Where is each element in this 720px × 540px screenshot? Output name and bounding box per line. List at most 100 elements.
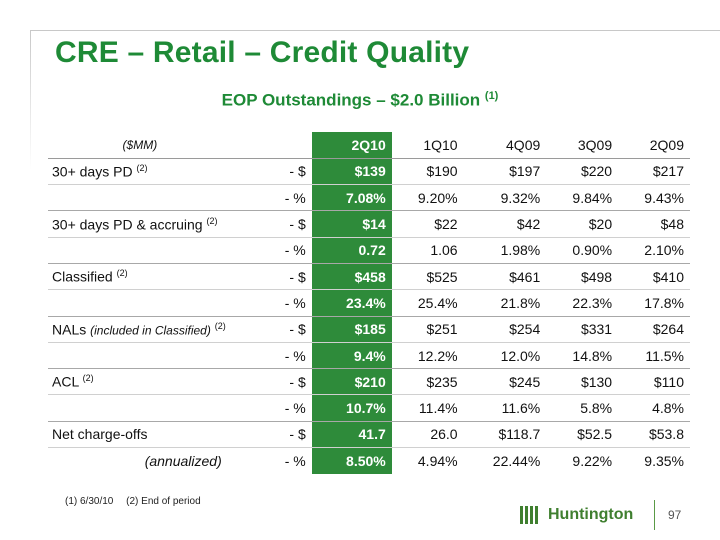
table-cell: 10.7% (311, 394, 392, 422)
credit-quality-table: ($MM) 2Q10 1Q10 4Q09 3Q09 2Q09 30+ days … (48, 132, 690, 474)
row-unit: - % (231, 342, 312, 370)
row-unit: - % (231, 184, 312, 212)
table-cell: $498 (546, 263, 619, 291)
table-cell: 0.90% (546, 237, 619, 264)
table-cell: $42 (463, 210, 547, 238)
table-cell: 25.4% (391, 289, 464, 317)
table-cell: 17.8% (618, 289, 690, 317)
row-label: 30+ days PD & accruing (2) (48, 210, 232, 238)
table-cell: $210 (311, 368, 392, 396)
row-unit: - $ (231, 158, 312, 186)
table-cell: 4.94% (417, 452, 458, 469)
table-cell: 9.43% (618, 184, 690, 212)
page-number: 97 (668, 508, 682, 522)
row-label (48, 289, 232, 317)
row-unit: - % (231, 237, 312, 264)
logo-text: Huntington (548, 506, 634, 523)
table-cell: 4.8% (618, 394, 690, 422)
table-cell: 12.2% (391, 342, 464, 370)
huntington-logo-icon (520, 504, 542, 526)
subtitle-note: (1) (484, 90, 499, 102)
row-label (48, 184, 232, 212)
column-header: 4Q09 (463, 132, 547, 159)
table-cell: $220 (546, 158, 619, 186)
table-cell: 8.50% (311, 447, 392, 474)
table-cell: $110 (618, 368, 690, 396)
row-label-text: ACL (52, 374, 79, 391)
units-label: ($MM) (48, 132, 232, 159)
table-cell: 14.8% (546, 342, 619, 370)
table-cell: $22 (391, 210, 464, 238)
column-header: 1Q10 (391, 132, 464, 159)
row-label-text: NALs (52, 321, 87, 338)
table-row: 30+ days PD (2) - $ $139 $190 $197 $220 $217 (48, 158, 690, 186)
row-label-note: (2) (206, 215, 218, 226)
table-cell: $410 (618, 263, 690, 291)
table-cell: $118.7 (463, 421, 547, 449)
table-cell: 0.72 (311, 237, 392, 264)
row-unit: - $ (231, 421, 312, 449)
table-cell: $331 (546, 316, 619, 343)
table-cell: $52.5 (546, 421, 619, 449)
row-label: ACL (2) (48, 368, 232, 396)
row-label-note: (2) (136, 163, 148, 174)
table-row: (annualized) - % 8.50% 4.94% 22.44% 9.22% 9.35… (48, 447, 690, 474)
footnote: (2) End of period (126, 496, 201, 507)
row-unit: - $ (231, 210, 312, 238)
table-cell: $14 (311, 210, 392, 238)
table-cell: $48 (618, 210, 690, 238)
row-label-note: (2) (82, 373, 94, 384)
table-cell: $458 (311, 263, 392, 291)
table-cell: 9.22% (572, 452, 613, 469)
header-unit-spacer (231, 132, 312, 159)
table-cell: 9.35% (644, 452, 684, 469)
row-label-detail: (annualized) (144, 452, 222, 469)
row-label-detail: (included in Classified) (90, 323, 211, 338)
table-row: 30+ days PD & accruing (2) - $ $14 $22 $42 $2… (48, 210, 690, 238)
table-row: Net charge-offs - $41.7 26.0 $118.7 $52.5 $53… (48, 421, 690, 449)
row-label-text: 30+ days PD (52, 163, 133, 180)
table-cell: 9.32% (463, 184, 547, 212)
table-cell: 26.0 (391, 421, 464, 449)
table-cell: 11.6% (463, 394, 547, 422)
row-label: NALs (included in Classified) (2) (48, 316, 232, 343)
column-header: 2Q10 (311, 132, 392, 159)
table-cell: 9.4% (311, 342, 392, 370)
table-cell: $264 (618, 316, 690, 343)
table-cell: $190 (391, 158, 464, 186)
row-label (48, 237, 232, 264)
table-row: ACL (2) - $ $210 $235 $245 $130 $110 (48, 368, 690, 396)
table-cell: $130 (546, 368, 619, 396)
row-label-text: Net charge-offs (52, 426, 148, 443)
table-cell: $53.8 (618, 421, 690, 449)
table-cell: 23.4% (311, 289, 392, 317)
row-unit: - % (231, 289, 312, 317)
table-cell: 5.8% (546, 394, 619, 422)
table-cell: 1.98% (463, 237, 547, 264)
table-row: - % 7.08% 9.20% 9.32% 9.84% 9.43% (48, 184, 690, 212)
row-label: Net charge-offs (48, 421, 232, 449)
table-row: - % 23.4% 25.4% 21.8% 22.3% 17.8% (48, 289, 690, 317)
row-label-note: (2) (214, 320, 226, 331)
row-label-note: (2) (116, 268, 128, 279)
frame-left-line (30, 30, 31, 170)
table-header-row: ($MM) 2Q10 1Q10 4Q09 3Q09 2Q09 (48, 132, 690, 159)
row-label (48, 394, 232, 422)
table-cell: $525 (391, 263, 464, 291)
row-label-text: Classified (52, 268, 113, 285)
row-label: (annualized) (48, 448, 232, 474)
frame-top-line (30, 30, 720, 31)
table-cell: 22.44% (492, 452, 541, 469)
row-label-text: 30+ days PD & accruing (52, 216, 203, 233)
footnote: (1) 6/30/10 (65, 496, 114, 507)
row-label (48, 342, 232, 370)
table-cell: $217 (618, 158, 690, 186)
table-cell: 9.84% (546, 184, 619, 212)
column-header: 3Q09 (546, 132, 619, 159)
column-header: 2Q09 (618, 132, 690, 159)
table-cell: 41.7 (311, 421, 392, 449)
table-cell: $251 (391, 316, 464, 343)
table-cell: 11.5% (618, 342, 690, 370)
table-cell: 1.06 (391, 237, 464, 264)
slide-subtitle: EOP Outstandings – $2.0 Billion (1) (0, 90, 720, 111)
